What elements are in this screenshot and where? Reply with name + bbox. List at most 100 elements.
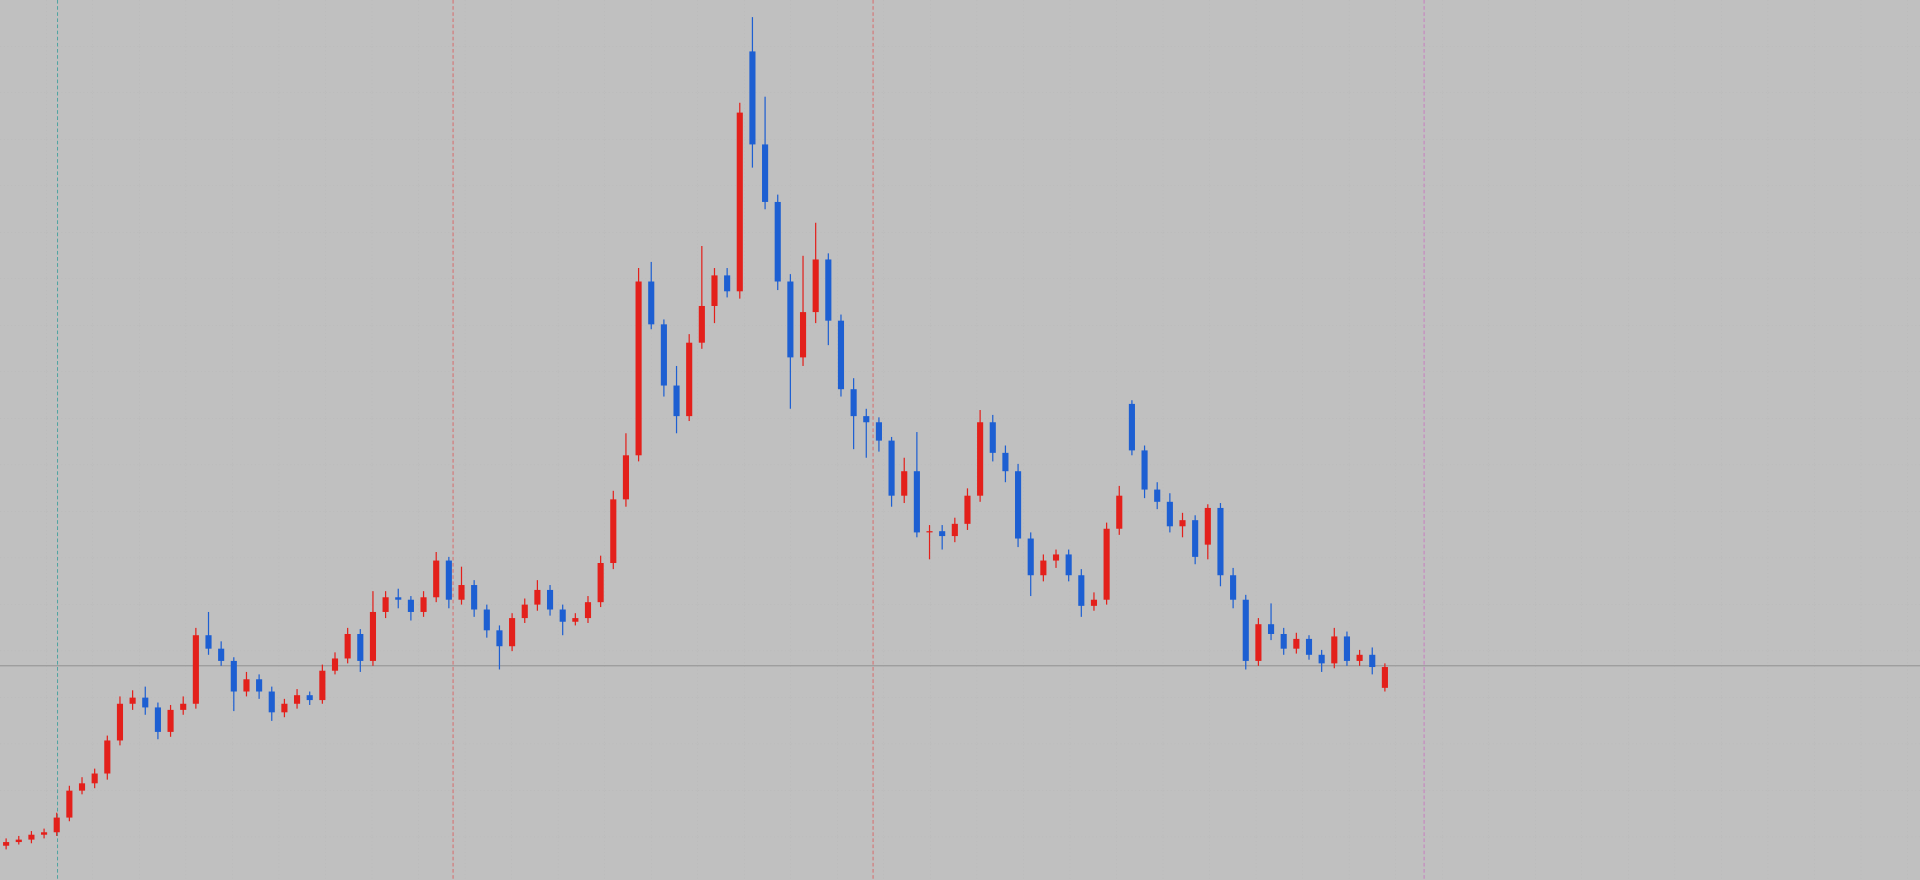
candle-body: [1305, 638, 1313, 655]
candle-body: [698, 305, 705, 343]
candle-body: [180, 703, 187, 710]
candle-body: [1179, 520, 1186, 527]
candle-body: [901, 471, 908, 496]
candle-body: [357, 633, 364, 661]
candle-body: [774, 201, 781, 282]
candle-body: [534, 589, 541, 605]
candle-body: [41, 832, 48, 835]
candle-body: [496, 630, 503, 647]
candle-body: [28, 834, 35, 840]
candle-body: [129, 697, 136, 704]
candle-body: [964, 495, 971, 524]
candle-body: [572, 618, 579, 622]
candle-body: [1065, 554, 1072, 576]
candle-body: [559, 609, 566, 622]
candle-body: [471, 585, 478, 610]
candle-body: [243, 679, 250, 692]
candle-body: [15, 839, 22, 843]
candle-body: [256, 679, 263, 692]
candle-body: [837, 320, 845, 390]
candle-body: [546, 589, 554, 610]
candle-body: [205, 635, 212, 649]
candle-body: [888, 440, 895, 496]
candle-body: [458, 585, 465, 600]
candle-body: [1078, 575, 1085, 606]
candle-body: [762, 144, 769, 202]
candle-body: [1267, 624, 1275, 634]
candle-body: [875, 422, 882, 441]
candle-body: [1040, 560, 1047, 576]
candle-body: [711, 275, 718, 306]
candle-body: [951, 523, 958, 537]
candle-body: [1103, 528, 1110, 600]
candle-body: [1002, 452, 1009, 472]
candle-body: [218, 648, 225, 661]
candle-body: [1027, 538, 1034, 576]
candle-body: [989, 422, 996, 453]
candles: [3, 17, 1388, 850]
candle-body: [850, 389, 857, 417]
candle-body: [331, 658, 339, 671]
candle-body: [660, 324, 667, 386]
candle-body: [1356, 654, 1363, 661]
candle-body: [369, 611, 377, 661]
candle-body: [395, 597, 402, 600]
candle-body: [736, 112, 743, 292]
candle-body: [1090, 599, 1098, 606]
candle-body: [825, 259, 832, 321]
candle-body: [91, 773, 98, 784]
candle-body: [104, 740, 111, 774]
candle-body: [1015, 471, 1022, 539]
candle-body: [635, 281, 642, 456]
candle-body: [1166, 501, 1173, 527]
candle-body: [407, 599, 414, 612]
candle-body: [686, 342, 693, 417]
candle-body: [1343, 636, 1351, 661]
candle-body: [167, 709, 174, 732]
candle-body: [787, 281, 794, 358]
candle-body: [521, 604, 528, 619]
candle-body: [673, 385, 680, 417]
candle-body: [1293, 638, 1300, 649]
candle-body: [1255, 624, 1262, 661]
candle-body: [749, 51, 756, 145]
candle-body: [597, 563, 604, 603]
candle-body: [142, 697, 149, 708]
candle-body: [509, 618, 516, 647]
candle-body: [344, 633, 351, 659]
candle-body: [306, 695, 313, 701]
candle-body: [483, 609, 490, 631]
candle-body: [939, 531, 946, 537]
candle-body: [1280, 633, 1287, 649]
candle-body: [230, 660, 237, 692]
candle-body: [1154, 489, 1161, 502]
candle-body: [622, 455, 630, 500]
candle-body: [293, 695, 301, 704]
candle-body: [281, 703, 288, 713]
candle-body: [977, 422, 984, 496]
candle-body: [192, 635, 199, 704]
candle-body: [1242, 599, 1249, 661]
candle-body: [1369, 654, 1376, 668]
candle-body: [724, 275, 731, 292]
candle-body: [1381, 667, 1388, 688]
candle-body: [1230, 575, 1237, 600]
candle-body: [78, 783, 86, 791]
candle-body: [3, 842, 10, 846]
candle-body: [799, 312, 807, 358]
candle-body: [116, 703, 124, 741]
candle-body: [382, 597, 389, 612]
candle-body: [319, 670, 326, 701]
candle-body: [1192, 520, 1199, 557]
candle-body: [1217, 507, 1224, 576]
candle-body: [445, 560, 452, 600]
candle-body: [1318, 654, 1325, 664]
candle-body: [433, 560, 440, 598]
candle-body: [812, 259, 819, 313]
candle-body: [1141, 450, 1148, 490]
candle-body: [926, 531, 933, 533]
candle-body: [610, 499, 617, 564]
